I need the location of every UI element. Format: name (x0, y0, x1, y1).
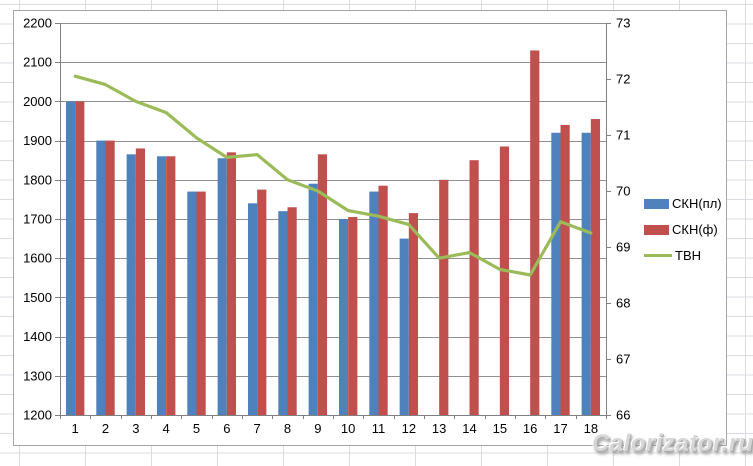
legend-label-skn-pl: СКН(пл) (672, 196, 722, 211)
right-axis-tick-label: 73 (616, 16, 630, 31)
bar[interactable] (560, 124, 570, 416)
right-axis-tick-label: 71 (616, 128, 630, 143)
chart-object[interactable]: 1200 1300 1400 1500 1600 1700 1800 1900 2000 2100… (13, 10, 727, 446)
bar[interactable] (105, 140, 115, 415)
watermark: Calorizator.ru (592, 430, 753, 457)
legend-label-tvn: ТВН (675, 248, 701, 263)
right-axis-tick-label: 67 (616, 352, 630, 367)
bar[interactable] (65, 101, 76, 416)
bar[interactable] (257, 189, 267, 415)
x-axis-category-label: 8 (284, 421, 291, 436)
chart-legend: СКН(пл) СКН(ф) ТВН (644, 196, 722, 263)
left-axis-tick-label: 1300 (23, 368, 52, 383)
x-axis-category-label: 2 (102, 421, 109, 436)
x-axis-category-label: 3 (132, 421, 139, 436)
bar[interactable] (399, 238, 409, 415)
legend-swatch-skn-pl (644, 198, 669, 209)
bar[interactable] (581, 132, 591, 415)
left-axis-tick-label: 1400 (23, 329, 52, 344)
right-axis-tick-label: 68 (616, 296, 630, 311)
left-axis-tick-label: 1700 (23, 212, 52, 227)
axes (55, 23, 611, 419)
bar[interactable] (156, 156, 167, 415)
x-axis-category-label: 4 (163, 421, 170, 436)
x-axis-category-label: 7 (254, 421, 261, 436)
bar[interactable] (135, 148, 146, 415)
x-axis-category-label: 10 (341, 421, 355, 436)
left-axis-tick-label: 2000 (23, 94, 52, 109)
bar[interactable] (287, 207, 297, 415)
right-axis-tick-label: 66 (616, 408, 630, 423)
left-axis-tick-label: 2200 (23, 16, 52, 31)
left-axis-tick-label: 1800 (23, 172, 52, 187)
bar[interactable] (196, 191, 206, 415)
x-axis-category-label: 1 (72, 421, 79, 436)
bar[interactable] (530, 50, 540, 415)
bar[interactable] (126, 154, 136, 415)
x-axis-category-label: 12 (402, 421, 416, 436)
x-axis-category-label: 13 (432, 421, 446, 436)
bar[interactable] (187, 191, 197, 415)
bar[interactable] (439, 179, 449, 415)
right-axis-tick-label: 70 (616, 184, 630, 199)
bar[interactable] (590, 119, 601, 415)
y-gridlines (60, 23, 606, 416)
bar[interactable] (369, 191, 379, 415)
right-axis-tick-label: 69 (616, 240, 630, 255)
legend-label-skn-f: СКН(ф) (672, 222, 718, 237)
bar[interactable] (75, 101, 85, 416)
left-axis-tick-label: 1600 (23, 251, 52, 266)
bar[interactable] (308, 183, 318, 415)
bar[interactable] (499, 146, 510, 416)
x-axis-category-label: 17 (553, 421, 567, 436)
line-series-tvn[interactable] (73, 74, 593, 277)
left-axis-tick-label: 1900 (23, 133, 52, 148)
bar[interactable] (469, 160, 479, 415)
legend-swatch-skn-f (644, 224, 669, 235)
bar[interactable] (338, 219, 349, 415)
bar[interactable] (217, 158, 227, 416)
x-axis-category-label: 16 (523, 421, 537, 436)
legend-item-skn-pl[interactable]: СКН(пл) (644, 196, 722, 211)
x-axis-category-label: 5 (193, 421, 200, 436)
axis-labels: 1200 1300 1400 1500 1600 1700 1800 1900 2000 2100… (23, 16, 630, 437)
bar[interactable] (348, 217, 358, 415)
x-axis-category-label: 18 (584, 421, 598, 436)
left-axis-tick-label: 1500 (23, 290, 52, 305)
x-axis-category-label: 6 (223, 421, 230, 436)
x-axis-category-label: 14 (462, 421, 476, 436)
plot-area: 1200 1300 1400 1500 1600 1700 1800 1900 2000 2100… (23, 16, 630, 437)
bar-series-2[interactable] (75, 50, 601, 416)
x-axis-category-label: 15 (493, 421, 507, 436)
bar[interactable] (96, 140, 106, 415)
legend-swatch-tvn (644, 254, 672, 257)
bar[interactable] (166, 156, 176, 415)
bar[interactable] (247, 203, 258, 415)
bar-series-1[interactable] (65, 101, 591, 416)
bar[interactable] (317, 154, 328, 415)
left-axis-tick-label: 2100 (23, 55, 52, 70)
bar[interactable] (408, 213, 419, 415)
bar[interactable] (551, 132, 561, 415)
bar[interactable] (378, 185, 388, 415)
x-axis-category-label: 9 (314, 421, 321, 436)
legend-item-skn-f[interactable]: СКН(ф) (644, 222, 722, 237)
x-axis-category-label: 11 (372, 421, 386, 436)
right-axis-tick-label: 72 (616, 72, 630, 87)
bar[interactable] (226, 152, 237, 416)
legend-item-tvn[interactable]: ТВН (644, 248, 722, 263)
bar[interactable] (278, 211, 288, 415)
left-axis-tick-label: 1200 (23, 408, 52, 423)
